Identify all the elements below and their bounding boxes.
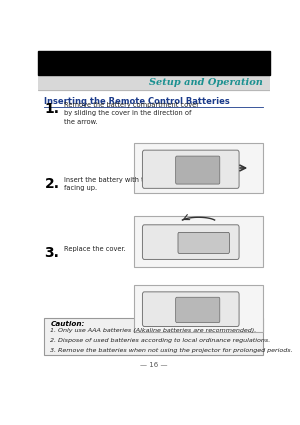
Text: Inserting the Remote Control Batteries: Inserting the Remote Control Batteries <box>44 97 230 106</box>
Bar <box>38 74 270 90</box>
FancyBboxPatch shape <box>142 292 239 326</box>
Text: Setup and Operation: Setup and Operation <box>149 78 263 87</box>
Text: Insert the battery with the positive side
facing up.: Insert the battery with the positive sid… <box>64 177 196 192</box>
Bar <box>134 285 263 332</box>
Bar <box>38 51 270 74</box>
Text: Remove the battery compartment cover
by sliding the cover in the direction of
th: Remove the battery compartment cover by … <box>64 102 199 125</box>
Text: 2.: 2. <box>44 177 59 191</box>
Bar <box>44 318 263 355</box>
Text: Caution:: Caution: <box>50 321 85 327</box>
FancyBboxPatch shape <box>142 150 239 188</box>
Text: — 16 —: — 16 — <box>140 363 167 368</box>
Text: 2. Dispose of used batteries according to local ordinance regulations.: 2. Dispose of used batteries according t… <box>50 338 271 343</box>
FancyBboxPatch shape <box>142 225 239 259</box>
FancyBboxPatch shape <box>176 156 220 184</box>
FancyBboxPatch shape <box>176 297 220 323</box>
FancyBboxPatch shape <box>178 232 229 253</box>
Bar <box>134 143 263 193</box>
Text: 3. Remove the batteries when not using the projector for prolonged periods.: 3. Remove the batteries when not using t… <box>50 348 293 353</box>
Text: 1. Only use AAA batteries (Alkaline batteries are recommended).: 1. Only use AAA batteries (Alkaline batt… <box>50 328 256 333</box>
Text: 1.: 1. <box>44 102 59 116</box>
Text: 3.: 3. <box>44 246 59 260</box>
Bar <box>134 216 263 267</box>
Text: Replace the cover.: Replace the cover. <box>64 246 126 252</box>
